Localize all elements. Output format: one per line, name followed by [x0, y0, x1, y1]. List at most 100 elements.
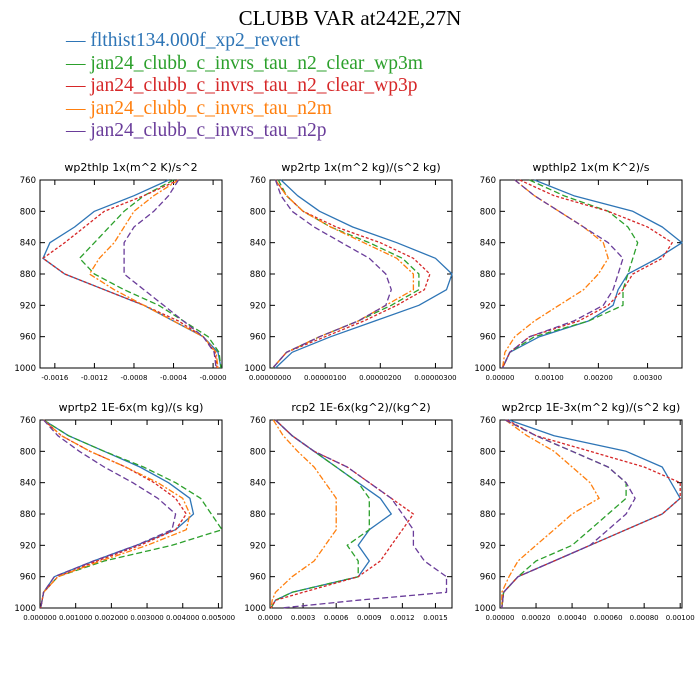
chart-4-xtick-label-4: 0.0012 [390, 614, 415, 622]
chart-5-frame [499, 419, 683, 609]
chart-5-xtick-label-4: 0.00080 [630, 614, 659, 622]
chart-3-frame [39, 419, 223, 609]
chart-1-frame [269, 179, 453, 369]
legend-entry-0: — flthist134.000f_xp2_revert [66, 30, 423, 53]
chart-3-ytick-label-6: 1000 [14, 604, 36, 614]
chart-4-ytick-label-6: 1000 [244, 604, 266, 614]
chart-1-series-0-line [275, 179, 453, 369]
chart-1-ytick-label-4: 920 [250, 301, 266, 311]
chart-0-xtick-label-1: -0.0012 [81, 374, 108, 382]
legend-entry-4: — jan24_clubb_c_invrs_tau_n2p [66, 120, 423, 143]
chart-0-xtick-label-3: -0.0004 [160, 374, 188, 382]
chart-4-frame [269, 419, 453, 609]
chart-2-ytick-label-3: 880 [480, 270, 496, 280]
chart-0-ytick-label-0: 760 [20, 176, 36, 186]
chart-4-ytick-label-2: 840 [250, 479, 266, 489]
chart-3-ytick-label-1: 800 [20, 447, 36, 457]
chart-5-xtick-label-1: 0.00020 [522, 614, 551, 622]
chart-3-xtick-label-3: 0.003000 [130, 614, 163, 622]
chart-2-series-1-line [501, 179, 639, 369]
chart-4-series-3-line [270, 419, 337, 609]
chart-5-xtick-label-5: 0.00100 [666, 614, 695, 622]
chart-0-ytick-label-3: 880 [20, 270, 36, 280]
chart-3-title: wprtp2 1E-6x(m kg)/(s kg) [59, 401, 204, 414]
legend-line-4: — [66, 120, 86, 141]
chart-3-series-0-line [40, 419, 195, 609]
chart-0-xtick-label-2: -0.0008 [120, 374, 147, 382]
chart-4-ytick-label-5: 960 [250, 573, 266, 583]
chart-3-ytick-label-2: 840 [20, 479, 36, 489]
chart-4-xtick-label-1: 0.0003 [291, 614, 316, 622]
legend-label-0: flthist134.000f_xp2_revert [90, 30, 300, 51]
legend-entry-3: — jan24_clubb_c_invrs_tau_n2m [66, 98, 423, 121]
legend-label-1: jan24_clubb_c_invrs_tau_n2_clear_wp3m [90, 52, 423, 74]
chart-3-series-2-line [40, 419, 187, 609]
chart-2-xtick-label-3: 0.00300 [633, 374, 662, 382]
page-title: CLUBB VAR at242E,27N [238, 6, 462, 30]
chart-4-xtick-label-5: 0.0015 [423, 614, 448, 622]
chart-2-ytick-label-6: 1000 [474, 364, 496, 374]
legend-line-2: — [66, 75, 86, 96]
chart-4-ytick-label-0: 760 [250, 416, 266, 426]
legend-label-2: jan24_clubb_c_invrs_tau_n2_clear_wp3p [90, 75, 418, 96]
chart-3-ytick-label-0: 760 [20, 416, 36, 426]
chart-4-series-1-line [270, 419, 370, 609]
chart-0-ytick-label-1: 800 [20, 207, 36, 217]
chart-5-ytick-label-1: 800 [480, 447, 496, 457]
chart-5-title: wp2rcp 1E-3x(m^2 kg)/(s^2 kg) [502, 401, 681, 414]
chart-2-ytick-label-2: 840 [480, 239, 496, 249]
chart-2-ytick-label-1: 800 [480, 207, 496, 217]
chart-0-series-3-line [88, 179, 219, 369]
chart-2-ytick-label-4: 920 [480, 301, 496, 311]
chart-5-ytick-label-3: 880 [480, 510, 496, 520]
chart-1-series-2-line [272, 179, 431, 369]
chart-5-series-3-line [501, 419, 600, 608]
chart-5-ytick-label-6: 1000 [474, 604, 496, 614]
chart-5-xtick-label-3: 0.00060 [594, 614, 623, 622]
chart-5-series-0-line [501, 419, 681, 609]
chart-1-title: wp2rtp 1x(m^2 kg)/(s^2 kg) [281, 161, 440, 174]
chart-4-title: rcp2 1E-6x(kg^2)/(kg^2) [291, 401, 430, 414]
chart-0-series-2-line [42, 179, 218, 369]
chart-1-xtick-label-2: 0.00000200 [359, 374, 401, 382]
chart-1-ytick-label-6: 1000 [244, 364, 266, 374]
chart-3-series-4-line [40, 419, 177, 609]
chart-3-ytick-label-4: 920 [20, 541, 36, 551]
chart-2-xtick-label-0: 0.00000 [486, 374, 515, 382]
chart-2-ytick-label-0: 760 [480, 176, 496, 186]
chart-5-series-2-line [501, 419, 681, 609]
chart-0-series-1-line [78, 179, 222, 369]
chart-3-xtick-label-5: 0.005000 [202, 614, 235, 622]
legend-label-4: jan24_clubb_c_invrs_tau_n2p [90, 120, 327, 141]
chart-3-ytick-label-3: 880 [20, 510, 36, 520]
chart-5-ytick-label-4: 920 [480, 541, 496, 551]
chart-5-ytick-label-5: 960 [480, 573, 496, 583]
chart-4-xtick-label-0: 0.0000 [258, 614, 283, 622]
chart-3-xtick-label-0: 0.000000 [23, 614, 56, 622]
chart-3-series-1-line [40, 419, 223, 609]
chart-0-series-4-line [123, 179, 217, 369]
chart-4-ytick-label-4: 920 [250, 541, 266, 551]
chart-0-title: wp2thlp 1x(m^2 K)/s^2 [64, 161, 197, 174]
chart-2-frame [499, 179, 683, 369]
chart-3-ytick-label-5: 960 [20, 573, 36, 583]
chart-1-xtick-label-0: 0.00000000 [249, 374, 291, 382]
chart-0-xtick-label-0: -0.0016 [41, 374, 69, 382]
chart-5-ytick-label-0: 760 [480, 416, 496, 426]
legend-line-0: — [66, 30, 86, 51]
chart-2-ytick-label-5: 960 [480, 333, 496, 343]
chart-1-ytick-label-5: 960 [250, 333, 266, 343]
chart-0-xtick-label-4: -0.0000 [200, 374, 227, 382]
chart-3-xtick-label-4: 0.004000 [166, 614, 199, 622]
chart-5-xtick-label-0: 0.00000 [486, 614, 515, 622]
chart-2-series-3-line [501, 179, 609, 369]
chart-1-xtick-label-1: 0.00000100 [304, 374, 346, 382]
chart-1-ytick-label-2: 840 [250, 239, 266, 249]
chart-2-series-0-line [501, 179, 683, 369]
chart-4-xtick-label-2: 0.0006 [324, 614, 349, 622]
chart-0-ytick-label-2: 840 [20, 239, 36, 249]
chart-5-xtick-label-2: 0.00040 [558, 614, 587, 622]
chart-2-title: wpthlp2 1x(m K^2)/s [533, 161, 650, 174]
chart-1-ytick-label-1: 800 [250, 207, 266, 217]
